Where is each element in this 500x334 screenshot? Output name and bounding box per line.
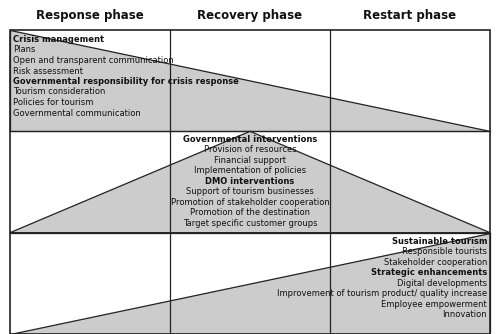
Polygon shape	[10, 131, 490, 233]
Text: DMO interventions: DMO interventions	[206, 177, 294, 186]
Text: Implementation of policies: Implementation of policies	[194, 166, 306, 175]
Text: Restart phase: Restart phase	[364, 8, 456, 21]
Text: Provision of resources: Provision of resources	[204, 145, 296, 154]
Text: Promotion of the destination: Promotion of the destination	[190, 208, 310, 217]
Text: Innovation: Innovation	[442, 310, 487, 319]
Text: Response phase: Response phase	[36, 8, 144, 21]
Text: Improvement of tourism product/ quality increase: Improvement of tourism product/ quality …	[277, 289, 487, 298]
Text: Tourism consideration: Tourism consideration	[13, 88, 106, 97]
Text: Crisis management: Crisis management	[13, 35, 104, 44]
Text: Stakeholder cooperation: Stakeholder cooperation	[384, 258, 487, 267]
Text: Target specific customer groups: Target specific customer groups	[183, 219, 318, 228]
Text: Support of tourism businesses: Support of tourism businesses	[186, 187, 314, 196]
Text: Strategic enhancements: Strategic enhancements	[371, 268, 487, 277]
Text: Employee empowerment: Employee empowerment	[382, 300, 487, 309]
Polygon shape	[10, 233, 490, 334]
Text: Governmental interventions: Governmental interventions	[183, 135, 317, 144]
Text: Risk assessment: Risk assessment	[13, 66, 83, 75]
Text: Governmental responsibility for crisis response: Governmental responsibility for crisis r…	[13, 77, 239, 86]
Text: Policies for tourism: Policies for tourism	[13, 98, 94, 107]
Text: Responsible tourists: Responsible tourists	[402, 247, 487, 256]
Text: Open and transparent communication: Open and transparent communication	[13, 56, 174, 65]
Text: Financial support: Financial support	[214, 156, 286, 165]
Text: Plans: Plans	[13, 45, 36, 54]
Text: Recovery phase: Recovery phase	[198, 8, 302, 21]
Polygon shape	[10, 30, 490, 131]
Text: Promotion of stakeholder cooperation: Promotion of stakeholder cooperation	[170, 198, 330, 207]
Text: Digital developments: Digital developments	[397, 279, 487, 288]
Text: Sustainable tourism: Sustainable tourism	[392, 237, 487, 246]
Text: Governmental communication: Governmental communication	[13, 109, 141, 118]
